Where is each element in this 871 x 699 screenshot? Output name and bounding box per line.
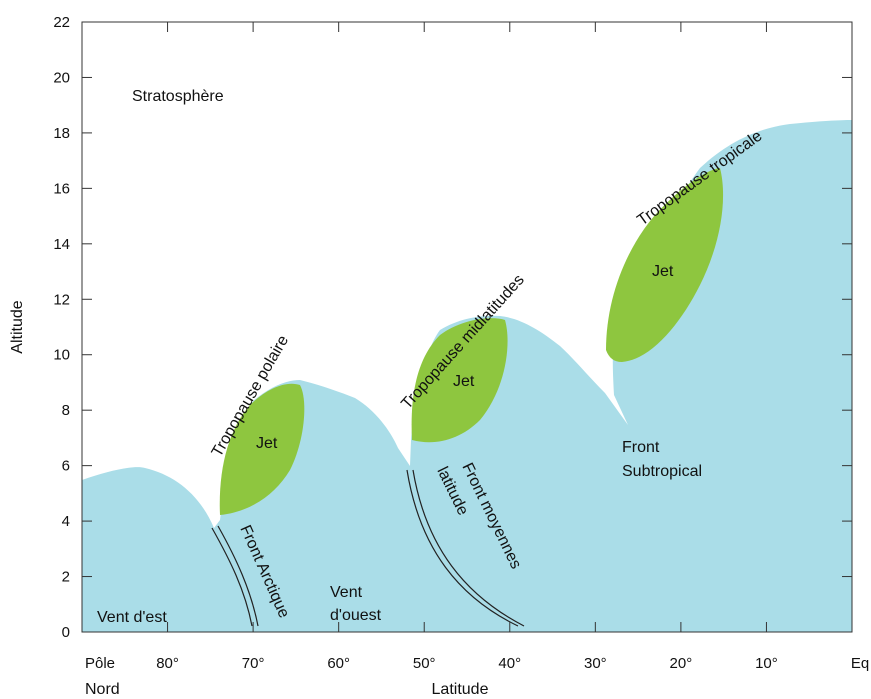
x-tick-label: 80° xyxy=(156,655,179,672)
y-tick-label: 16 xyxy=(53,180,70,197)
label-vent-est: Vent d'est xyxy=(97,609,167,626)
y-tick-label: 6 xyxy=(62,458,70,475)
x-tick-label: Eq xyxy=(851,655,869,672)
jet-polar xyxy=(219,383,305,515)
y-axis-ticks xyxy=(82,21,852,633)
x-tick-label: 30° xyxy=(584,655,607,672)
label-jet-subtropical: Jet xyxy=(652,263,674,280)
x-axis-ticks xyxy=(81,22,853,632)
label-vent-ouest-2: d'ouest xyxy=(330,607,382,624)
x-tick-label: 70° xyxy=(242,655,265,672)
front-arctique-lines xyxy=(211,525,259,627)
x-tick-label: Pôle xyxy=(85,655,115,672)
x-axis-title: Latitude xyxy=(432,681,489,698)
x-axis-tick-labels: Pôle 80° 70° 60° 50° 40° 30° 20° 10° Eq xyxy=(85,655,869,672)
y-tick-label: 18 xyxy=(53,125,70,142)
y-tick-label: 12 xyxy=(53,291,70,308)
y-tick-label: 2 xyxy=(62,569,70,586)
y-tick-label: 0 xyxy=(62,624,70,641)
pole-nord-sub: Nord xyxy=(85,681,120,698)
y-tick-label: 10 xyxy=(53,347,70,364)
y-tick-label: 22 xyxy=(53,14,70,31)
x-tick-label: 20° xyxy=(670,655,693,672)
x-tick-label: 40° xyxy=(498,655,521,672)
label-stratosphere: Stratosphère xyxy=(132,88,224,105)
x-tick-label: 10° xyxy=(755,655,778,672)
plot-frame xyxy=(81,21,853,633)
y-tick-label: 14 xyxy=(53,236,70,253)
front-moyennes-lines xyxy=(406,469,525,627)
x-tick-label: 50° xyxy=(413,655,436,672)
y-axis-title: Altitude xyxy=(9,300,26,353)
jet-subtropical xyxy=(606,168,724,362)
y-tick-label: 8 xyxy=(62,402,70,419)
y-tick-label: 4 xyxy=(62,513,70,530)
label-front-subtropical-1: Front xyxy=(622,439,660,456)
y-tick-label: 20 xyxy=(53,69,70,86)
jet-midlatitude xyxy=(411,318,508,443)
label-jet-polar: Jet xyxy=(256,435,278,452)
label-front-subtropical-2: Subtropical xyxy=(622,463,702,480)
x-tick-label: 60° xyxy=(327,655,350,672)
label-vent-ouest-1: Vent xyxy=(330,584,363,601)
y-axis-tick-labels: 0 2 4 6 8 10 12 14 16 18 20 22 xyxy=(53,14,70,641)
label-jet-midlatitude: Jet xyxy=(453,373,475,390)
